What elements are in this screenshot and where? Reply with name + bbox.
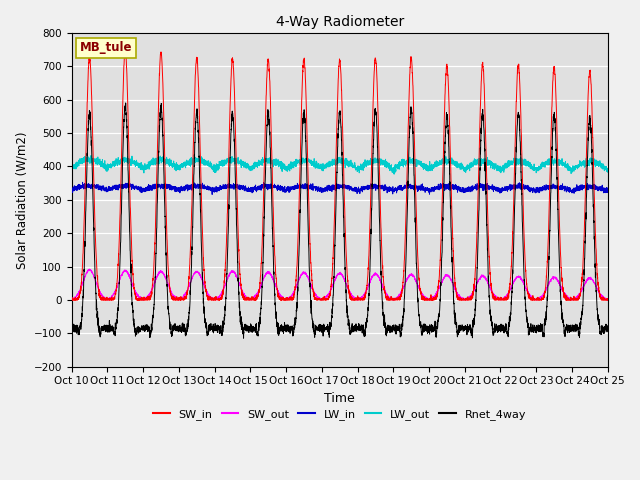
- Legend: SW_in, SW_out, LW_in, LW_out, Rnet_4way: SW_in, SW_out, LW_in, LW_out, Rnet_4way: [148, 405, 531, 425]
- Y-axis label: Solar Radiation (W/m2): Solar Radiation (W/m2): [15, 131, 28, 269]
- Title: 4-Way Radiometer: 4-Way Radiometer: [276, 15, 404, 29]
- Text: MB_tule: MB_tule: [80, 41, 132, 54]
- X-axis label: Time: Time: [324, 392, 355, 405]
